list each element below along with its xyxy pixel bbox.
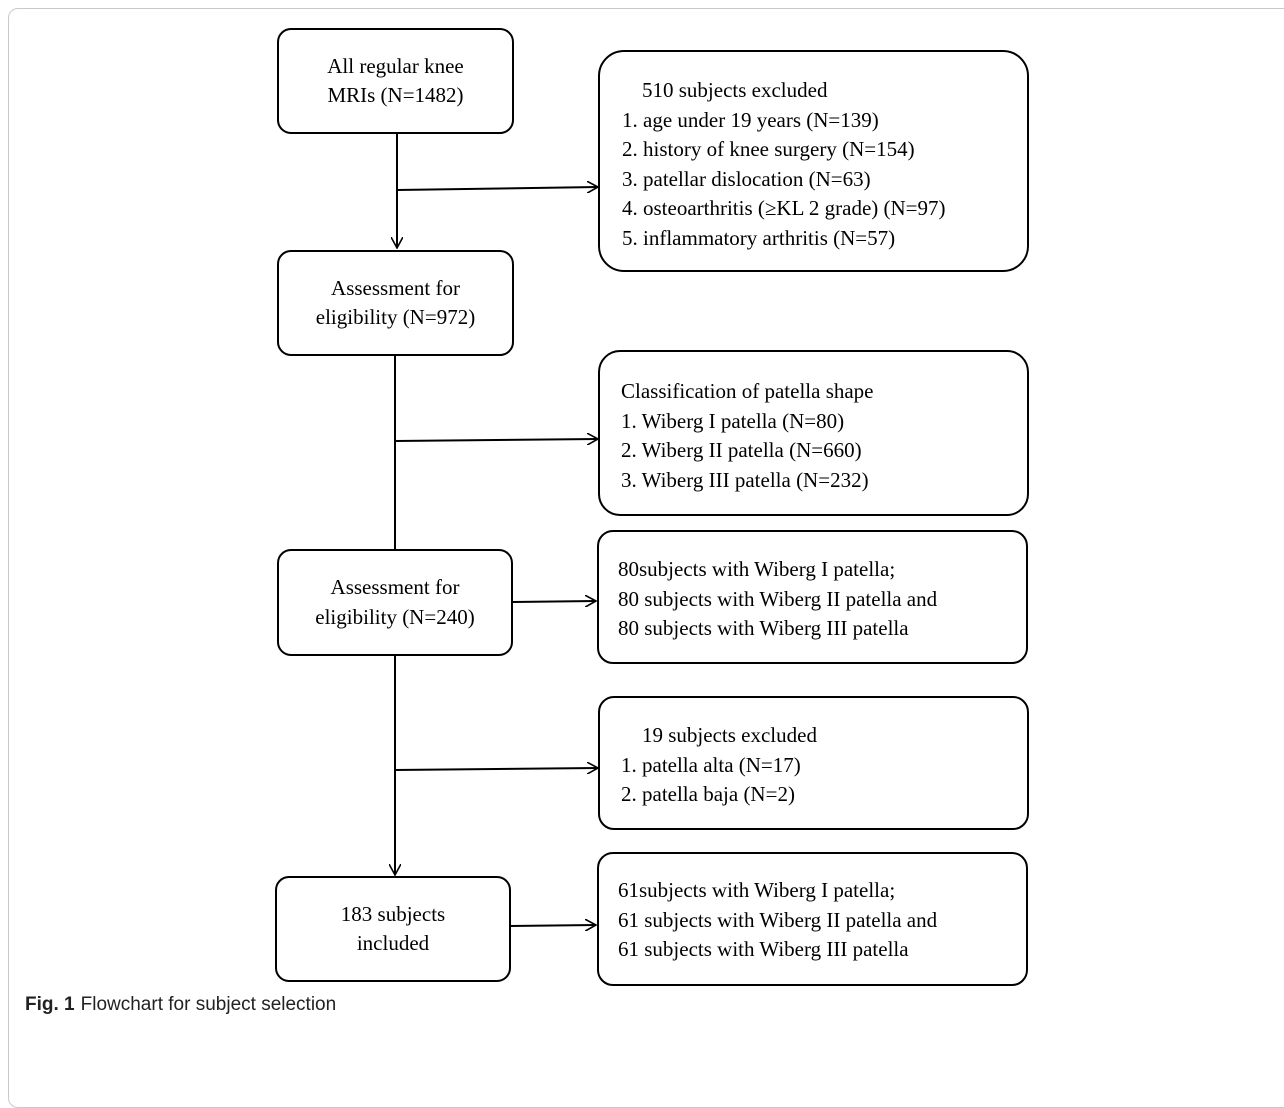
group-line: 61 subjects with Wiberg II patella and — [618, 907, 938, 932]
exclusion-item: 5. inflammatory arthritis (N=57) — [622, 225, 896, 250]
classification-item: 2. Wiberg II patella (N=660) — [621, 438, 862, 462]
group-line: 61subjects with Wiberg I patella; — [618, 878, 896, 902]
figure-label: Fig. 1 — [25, 994, 75, 1015]
box-text-line: eligibility (N=972) — [315, 305, 476, 329]
box-groups-80: 80subjects with Wiberg I patella; 80 sub… — [597, 530, 1028, 664]
box-assessment-240: Assessment for eligibility (N=240) — [277, 549, 513, 656]
group-line: 80subjects with Wiberg I patella; — [618, 557, 896, 581]
classification-item: 3. Wiberg III patella (N=232) — [621, 467, 869, 492]
box-all-knee-mris: All regular knee MRIs (N=1482) — [277, 28, 514, 134]
box-included-183: 183 subjects included — [275, 876, 511, 982]
box-excluded-19: 19 subjects excluded 1. patella alta (N=… — [598, 696, 1029, 830]
exclusion-item: 1. age under 19 years (N=139) — [622, 107, 879, 132]
arrow-right-classification — [394, 439, 598, 441]
exclusion-item: 3. patellar dislocation (N=63) — [622, 166, 871, 191]
box-text-line: Assessment for — [330, 575, 460, 599]
flow-connectors — [0, 133, 1284, 1025]
box-text-line: eligibility (N=240) — [315, 604, 475, 629]
box-heading: Classification of patella shape — [621, 379, 874, 403]
box-text-line: 183 subjects — [340, 901, 446, 926]
group-line: 80 subjects with Wiberg II patella and — [618, 586, 938, 611]
box-text-line: Assessment for — [331, 275, 460, 300]
box-groups-61: 61subjects with Wiberg I patella; 61 sub… — [597, 852, 1028, 986]
figure-caption: Fig. 1 Flowchart for subject selection — [25, 994, 336, 1016]
arrow-right-excluded-19 — [394, 768, 598, 770]
box-classification: Classification of patella shape 1. Wiber… — [598, 350, 1029, 516]
exclusion-item: 2. patella baja (N=2) — [621, 782, 795, 806]
figure-caption-text: Flowchart for subject selection — [80, 994, 337, 1015]
group-line: 61 subjects with Wiberg III patella — [618, 937, 909, 961]
exclusion-item: 4. osteoarthritis (≥KL 2 grade) (N=97) — [622, 196, 946, 220]
arrow-right-excluded-510 — [396, 187, 598, 190]
arrow-right-groups-80 — [512, 601, 596, 602]
exclusion-item: 2. history of knee surgery (N=154) — [622, 137, 915, 161]
box-text-line: MRIs (N=1482) — [327, 83, 464, 107]
box-heading: 510 subjects excluded — [642, 78, 828, 102]
classification-item: 1. Wiberg I patella (N=80) — [621, 408, 845, 433]
arrow-right-groups-61 — [509, 925, 596, 926]
box-assessment-972: Assessment for eligibility (N=972) — [277, 250, 514, 356]
box-text-line: included — [356, 931, 430, 955]
box-heading: 19 subjects excluded — [642, 723, 817, 747]
box-excluded-510: 510 subjects excluded 1. age under 19 ye… — [598, 50, 1029, 272]
box-text-line: All regular knee — [327, 53, 464, 78]
exclusion-item: 1. patella alta (N=17) — [621, 752, 801, 777]
group-line: 80 subjects with Wiberg III patella — [618, 616, 909, 640]
